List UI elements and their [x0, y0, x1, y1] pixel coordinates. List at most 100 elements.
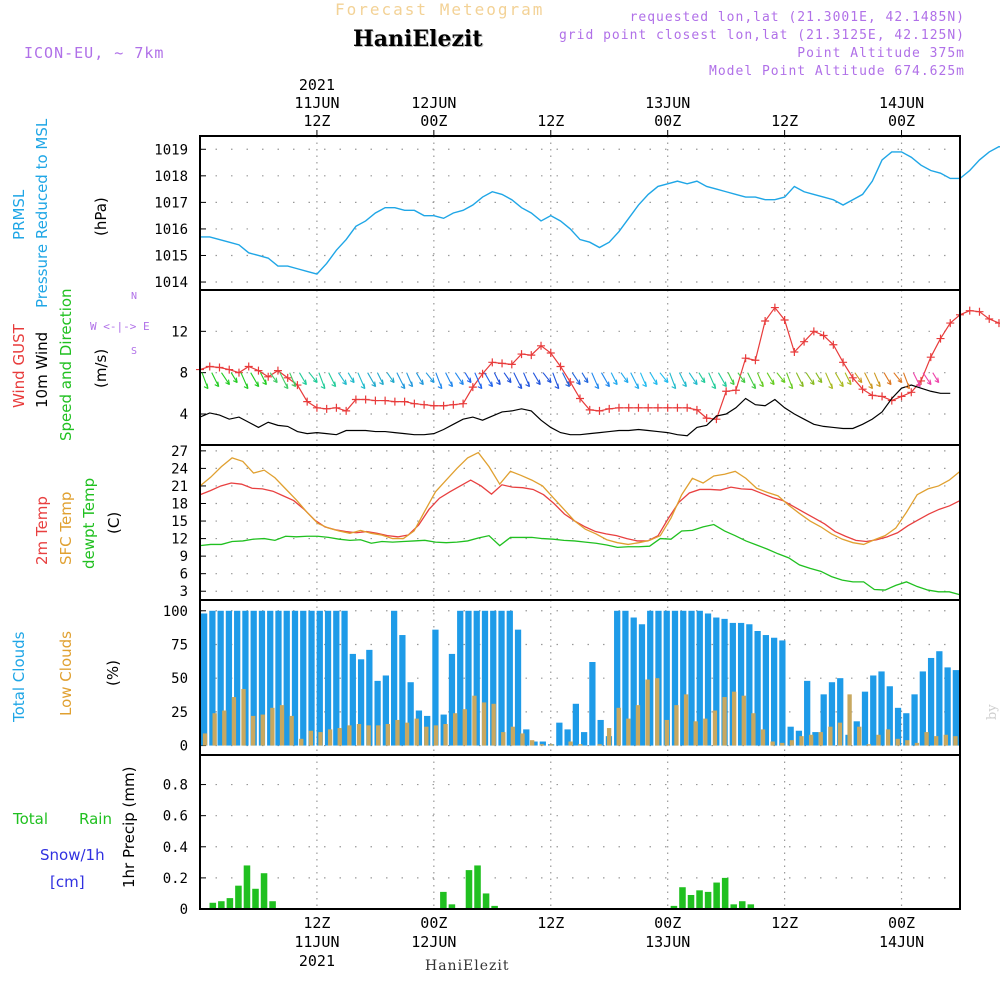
gust-marker: [878, 392, 887, 401]
gust-marker: [449, 400, 458, 409]
total-cloud-bar: [779, 640, 786, 746]
y-tick-label: 0.2: [163, 871, 188, 887]
low-cloud-bar: [279, 705, 285, 746]
total-cloud-bar: [812, 732, 819, 746]
y-tick-label: 12: [171, 532, 188, 548]
gust-marker: [332, 403, 341, 412]
precip-bar: [491, 905, 498, 909]
precip-bar: [440, 891, 447, 909]
total-cloud-bar: [638, 624, 646, 746]
precip-bar: [448, 904, 456, 909]
requested-coords: requested lon,lat (21.3001E, 42.1485N): [629, 10, 965, 25]
total-cloud-bar: [250, 610, 257, 746]
gust-marker: [322, 404, 331, 413]
low-cloud-bar: [376, 725, 381, 746]
low-cloud-bar: [837, 722, 843, 746]
low-cloud-bar: [799, 736, 804, 746]
wind-arrow: [474, 372, 483, 390]
gust-marker: [283, 373, 292, 382]
wind-arrow: [747, 372, 757, 390]
total-cloud-bar: [201, 613, 208, 746]
footer-location: HaniElezit: [425, 958, 510, 974]
low-cloud-bar: [347, 725, 352, 746]
low-cloud-bar: [472, 695, 477, 746]
total-cloud-bar: [704, 613, 712, 746]
y-tick-label: 1016: [154, 222, 188, 238]
total-cloud-bar: [407, 682, 414, 746]
low-cloud-bar: [491, 703, 496, 746]
gust-marker: [244, 362, 253, 371]
wind-arrow: [737, 372, 746, 384]
precip-bar: [687, 895, 695, 909]
gust-marker: [839, 358, 848, 367]
wind-arrow: [932, 372, 940, 384]
panel-frame: [199, 135, 961, 291]
wind-arrow: [464, 372, 472, 384]
gust-marker: [965, 306, 974, 315]
gust-marker: [468, 383, 477, 392]
total-cloud-bar: [936, 651, 943, 746]
wind-arrow: [708, 372, 717, 390]
time-label-bottom: 00Z: [654, 914, 681, 932]
snow-label: Snow/1h: [40, 846, 105, 864]
wind-arrow: [591, 372, 600, 390]
compass-west-east: W <-|-> E: [90, 320, 150, 333]
precip-bar: [260, 873, 268, 909]
gust-marker: [342, 406, 351, 415]
total-cloud-bar: [944, 667, 951, 746]
y-tick-label: 1015: [154, 248, 188, 264]
credit: by Angel: [985, 704, 1000, 720]
model-name: ICON-EU, ~ 7km: [24, 44, 165, 62]
low-cloud-bar: [424, 726, 429, 746]
total-cloud-bar: [713, 617, 720, 746]
wind-arrow: [766, 372, 775, 386]
time-label-bottom: 00Z: [888, 914, 915, 932]
total-cloud-bar: [349, 653, 356, 746]
gust-marker: [215, 363, 224, 372]
total-cloud-bar: [291, 610, 299, 746]
time-label-bottom: 14JUN: [879, 933, 924, 951]
total-cloud-bar: [564, 729, 571, 746]
total-cloud-bar: [581, 732, 588, 746]
low-cloud-bar: [741, 695, 746, 746]
total-cloud-bar: [341, 610, 348, 746]
time-label-top: 12Z: [303, 112, 330, 130]
wind-arrow: [211, 372, 220, 388]
panel-frame: [199, 754, 961, 910]
wind-arrow: [815, 372, 823, 384]
y-tick-label: 24: [171, 461, 188, 477]
gust-marker: [390, 397, 399, 406]
gust-line: [199, 306, 1000, 420]
low-cloud-bar: [606, 728, 612, 746]
gust-marker: [673, 403, 682, 412]
wind-arrow: [795, 372, 804, 388]
total-cloud-bar: [795, 730, 803, 746]
low-cloud-bar: [895, 738, 900, 746]
gust-marker: [936, 334, 945, 343]
total-cloud-bar: [894, 707, 902, 746]
time-label-bottom: 12Z: [771, 914, 798, 932]
gust-marker: [273, 366, 282, 375]
low-cloud-bar: [299, 738, 304, 746]
total-cloud-bar: [217, 610, 224, 746]
low-cloud-bar: [616, 707, 621, 746]
model-altitude: Model Point Altitude 674.625m: [709, 64, 965, 79]
panel-frame: [199, 444, 961, 601]
wind-arrow: [669, 372, 677, 390]
y-tick-label: 75: [171, 637, 188, 653]
wind-arrow: [659, 372, 669, 384]
precip-bar: [670, 905, 678, 909]
total-cloud-bar: [234, 610, 241, 746]
wind-arrow: [786, 372, 794, 390]
total-cloud-bar: [457, 610, 464, 746]
total-cloud-bar: [366, 649, 373, 746]
time-label-top: 00Z: [654, 112, 681, 130]
low-cloud-bar: [395, 719, 400, 746]
y-tick-label: 25: [171, 705, 188, 721]
gust-marker: [663, 403, 672, 412]
low-cloud-bar: [924, 732, 929, 746]
total-cloud-bar: [861, 691, 869, 746]
gust-marker: [809, 327, 818, 336]
total-cloud-bar: [804, 680, 811, 746]
low-cloud-bar: [818, 732, 823, 746]
